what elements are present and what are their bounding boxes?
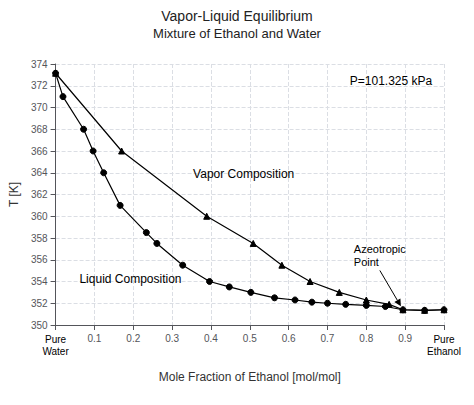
svg-text:360: 360 xyxy=(31,211,48,222)
svg-text:370: 370 xyxy=(31,102,48,113)
svg-text:Mole Fraction of Ethanol [mol/: Mole Fraction of Ethanol [mol/mol] xyxy=(159,370,341,384)
svg-text:Liquid Composition: Liquid Composition xyxy=(79,272,181,286)
svg-text:356: 356 xyxy=(31,254,48,265)
svg-text:Pure: Pure xyxy=(45,334,67,345)
svg-text:358: 358 xyxy=(31,233,48,244)
svg-text:354: 354 xyxy=(31,276,48,287)
svg-text:0.3: 0.3 xyxy=(165,333,179,344)
svg-text:364: 364 xyxy=(31,167,48,178)
svg-text:0.9: 0.9 xyxy=(398,333,412,344)
svg-text:0.6: 0.6 xyxy=(282,333,296,344)
svg-text:Ethanol: Ethanol xyxy=(427,346,461,357)
svg-text:0.5: 0.5 xyxy=(243,333,257,344)
svg-text:366: 366 xyxy=(31,146,48,157)
svg-text:0.8: 0.8 xyxy=(359,333,373,344)
svg-text:352: 352 xyxy=(31,298,48,309)
svg-text:350: 350 xyxy=(31,320,48,331)
svg-text:Point: Point xyxy=(354,256,379,268)
svg-text:362: 362 xyxy=(31,189,48,200)
svg-text:Pure: Pure xyxy=(433,334,455,345)
svg-text:Water: Water xyxy=(42,346,69,357)
svg-text:Vapor Composition: Vapor Composition xyxy=(193,167,294,181)
svg-text:T [K]: T [K] xyxy=(7,182,21,207)
svg-text:Mixture of Ethanol and Water: Mixture of Ethanol and Water xyxy=(153,26,322,41)
svg-text:0.7: 0.7 xyxy=(321,333,335,344)
svg-text:0.1: 0.1 xyxy=(87,333,101,344)
svg-text:P=101.325 kPa: P=101.325 kPa xyxy=(350,74,433,88)
svg-text:Azeotropic: Azeotropic xyxy=(354,243,406,255)
svg-text:374: 374 xyxy=(31,59,48,70)
svg-text:0.2: 0.2 xyxy=(126,333,140,344)
svg-text:0.4: 0.4 xyxy=(204,333,218,344)
svg-text:368: 368 xyxy=(31,124,48,135)
svg-text:372: 372 xyxy=(31,80,48,91)
svg-text:Vapor-Liquid Equilibrium: Vapor-Liquid Equilibrium xyxy=(161,8,312,24)
